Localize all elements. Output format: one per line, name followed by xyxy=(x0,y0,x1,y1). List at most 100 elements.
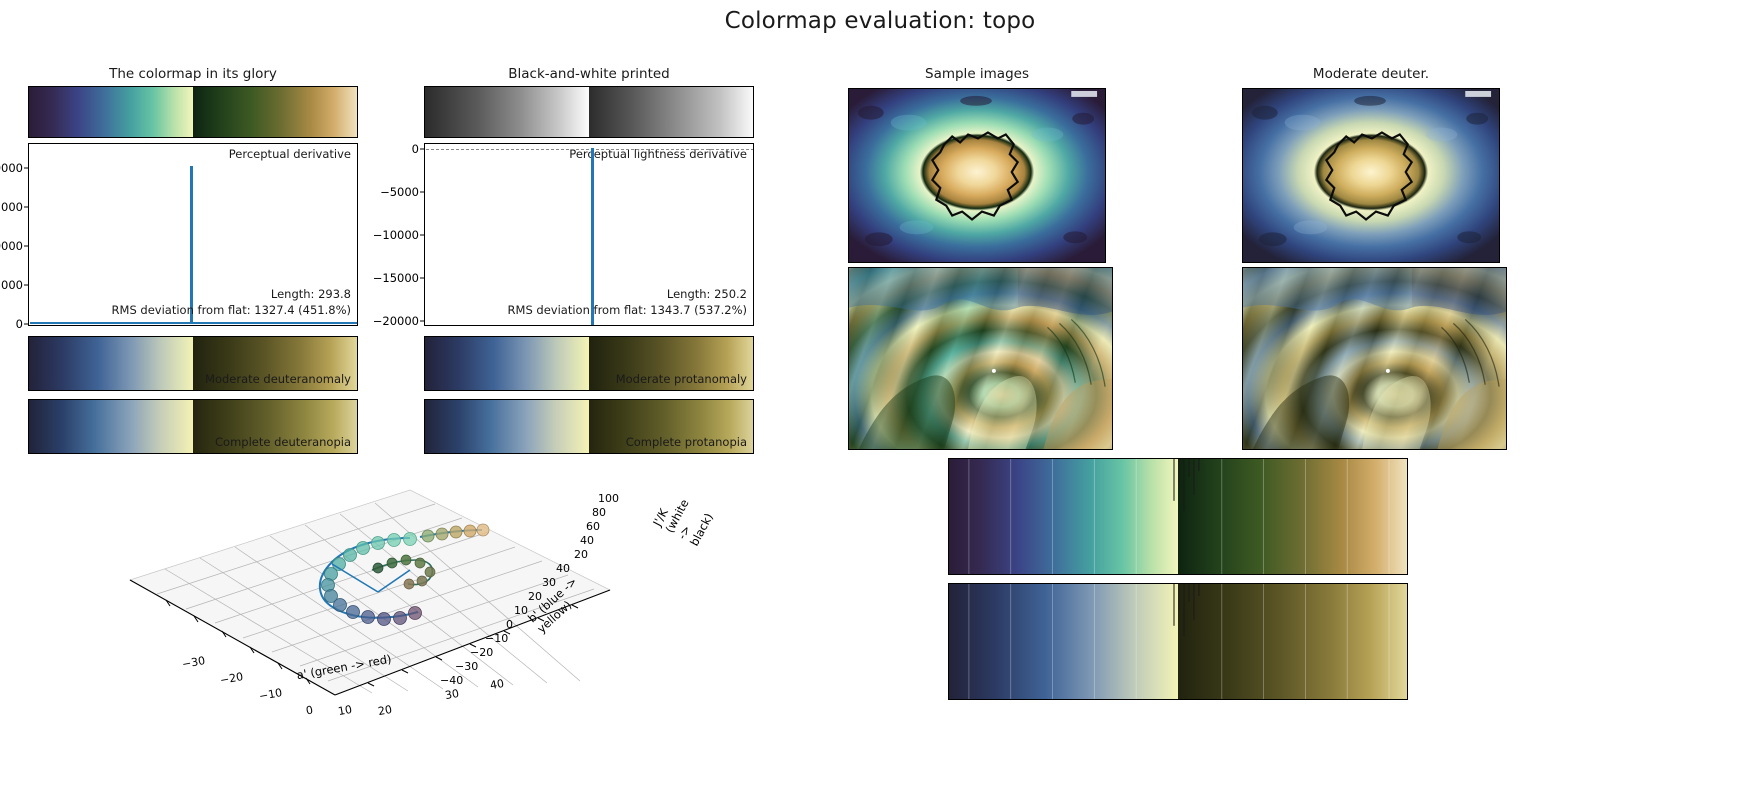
colorbar-segment-low xyxy=(29,337,193,390)
z-tick-label: 60 xyxy=(586,520,600,533)
y-tick-label: 10 xyxy=(514,604,528,617)
ytick-label: −10000 xyxy=(372,228,419,242)
z-tick-label: 100 xyxy=(598,492,619,505)
z-tick-label: 40 xyxy=(580,534,594,547)
perceptual-derivative-axes: Perceptual derivative Length: 293.8 RMS … xyxy=(28,143,358,326)
y-tick-label: 30 xyxy=(542,576,556,589)
colorbar-moderate-protanomaly: Moderate protanomaly xyxy=(424,336,754,391)
sweep-segment-low xyxy=(949,584,1178,699)
panel-title-samples: Sample images xyxy=(925,66,1029,82)
x-tick-label: −10 xyxy=(258,686,284,703)
x-tick-label: 10 xyxy=(336,702,354,719)
sample-image-fractal-deuter xyxy=(1242,267,1507,450)
sample-image-island-topo xyxy=(848,88,1106,263)
label-moderate-deuteranomaly: Moderate deuteranomaly xyxy=(205,372,351,386)
panel-title-glory: The colormap in its glory xyxy=(109,66,277,82)
derivative-baseline xyxy=(30,322,357,324)
colorbar-segment-high xyxy=(589,400,753,453)
ytick-mark xyxy=(420,191,424,193)
colorbar-segment-high xyxy=(193,400,357,453)
ytick-mark xyxy=(24,323,28,325)
z-tick-label: 80 xyxy=(592,506,606,519)
colorbar-segment-high xyxy=(589,337,753,390)
y-axis-ticks xyxy=(367,604,579,687)
y-tick-label: −10 xyxy=(485,632,509,645)
lightness-derivative-spike xyxy=(591,148,594,325)
ytick-label: 20000 xyxy=(0,161,23,175)
z-axis-label: J'/K (white -> black) xyxy=(650,496,716,549)
x-axis-label: a' (green -> red) xyxy=(295,651,393,683)
ytick-label: −5000 xyxy=(380,185,419,199)
x-axis-ticks xyxy=(165,599,311,685)
y-tick-label: −30 xyxy=(455,660,479,673)
ytick-label: 5000 xyxy=(0,278,23,292)
colorbar-complete-deuteranopia: Complete deuteranopia xyxy=(28,399,358,454)
lightness-zero-reference xyxy=(426,149,753,150)
panel-title-bw: Black-and-white printed xyxy=(508,66,670,82)
x-tick-label: −30 xyxy=(181,654,207,671)
panel-title-deuter: Moderate deuter. xyxy=(1312,66,1430,82)
y-tick-label: −40 xyxy=(440,674,464,687)
sample-image-fractal-topo xyxy=(848,267,1113,450)
colorbar-segment-low xyxy=(29,400,193,453)
sweep-segment-high xyxy=(1178,459,1407,574)
x-tick-label: −20 xyxy=(219,670,245,687)
ytick-mark xyxy=(420,234,424,236)
trajectory-markers-1 xyxy=(321,532,422,626)
ytick-mark xyxy=(420,277,424,279)
y-tick-label: 0 xyxy=(506,618,513,631)
lightness-rms-annotation: RMS deviation from flat: 1343.7 (537.2%) xyxy=(507,303,747,317)
colorbar-segment-low xyxy=(425,337,589,390)
x-tick-label: 0 xyxy=(304,703,315,718)
colorbar-segment-low xyxy=(425,400,589,453)
ytick-mark xyxy=(24,206,28,208)
colorbar-segment-high xyxy=(193,337,357,390)
label-complete-deuteranopia: Complete deuteranopia xyxy=(215,435,351,449)
colorbar-segment-high xyxy=(193,87,357,137)
colorbar-complete-protanopia: Complete protanopia xyxy=(424,399,754,454)
ytick-label: 10000 xyxy=(0,239,23,253)
derivative-rms-annotation: RMS deviation from flat: 1327.4 (451.8%) xyxy=(111,303,351,317)
lightness-derivative-inline-title: Perceptual lightness derivative xyxy=(569,147,747,161)
sample-sweep-deuter xyxy=(948,583,1408,700)
x-tick-label: 40 xyxy=(488,676,506,693)
ytick-label: 0 xyxy=(411,142,419,156)
sweep-streaks xyxy=(968,584,1390,699)
derivative-spike xyxy=(190,166,193,324)
colorbar-segment-low xyxy=(425,87,589,137)
derivative-length-annotation: Length: 293.8 xyxy=(270,287,351,301)
x-tick-label: 20 xyxy=(376,702,394,719)
ytick-label: −15000 xyxy=(372,271,419,285)
ytick-label: 0 xyxy=(15,317,23,331)
cam02ucs-3d-plot xyxy=(110,460,630,710)
axis-spines xyxy=(129,579,611,696)
sample-sweep-topo xyxy=(948,458,1408,575)
perceptual-derivative-inline-title: Perceptual derivative xyxy=(228,147,351,161)
label-moderate-protanomaly: Moderate protanomaly xyxy=(615,372,747,386)
plot3d-tick-labels: −30 −20 −10 0 10 20 30 40 −40 −30 −20 −1… xyxy=(110,460,716,718)
sample-image-island-deuter xyxy=(1242,88,1500,263)
perceptual-lightness-derivative-axes: Perceptual lightness derivative Length: … xyxy=(424,143,754,326)
ytick-mark xyxy=(24,284,28,286)
label-complete-protanopia: Complete protanopia xyxy=(625,435,747,449)
x-tick-label: 30 xyxy=(443,686,461,703)
z-tick-label: 20 xyxy=(574,548,588,561)
ytick-label: −20000 xyxy=(372,314,419,328)
colorbar-moderate-deuteranomaly: Moderate deuteranomaly xyxy=(28,336,358,391)
lightness-length-annotation: Length: 250.2 xyxy=(666,287,747,301)
colorbar-grayscale xyxy=(424,86,754,138)
colorbar-segment-high xyxy=(589,87,753,137)
trajectory-markers-2 xyxy=(421,523,490,543)
trajectory-connectors xyxy=(331,563,411,593)
y-tick-label: −20 xyxy=(470,646,494,659)
trajectory-markers-3 xyxy=(372,554,436,590)
colorbar-topo-main xyxy=(28,86,358,138)
colorbar-segment-low xyxy=(29,87,193,137)
ytick-label: 15000 xyxy=(0,200,23,214)
sweep-segment-high xyxy=(1178,584,1407,699)
y-tick-label: 20 xyxy=(528,590,542,603)
ytick-mark xyxy=(24,245,28,247)
ytick-mark xyxy=(420,148,424,150)
ytick-mark xyxy=(420,320,424,322)
